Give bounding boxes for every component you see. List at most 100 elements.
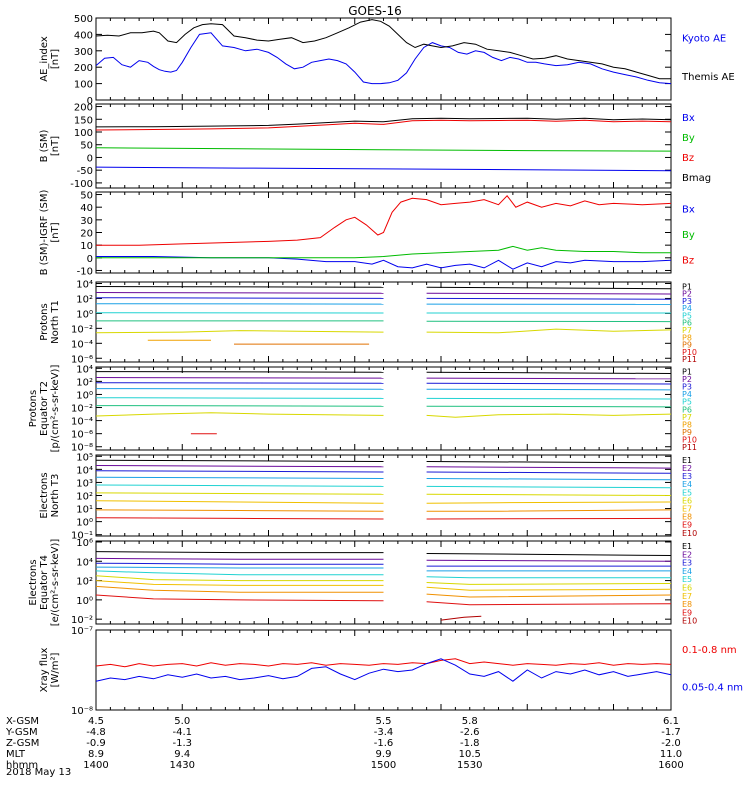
legend-0.1-0.8 nm: 0.1-0.8 nm [682,645,737,656]
series-Themis AE [96,19,671,80]
y-tick-label: -100 [70,179,93,190]
legend-E4: E4 [682,567,692,576]
legend-E7: E7 [682,592,692,601]
series-Bx [96,256,671,270]
series-E8 [426,593,671,598]
y-axis-label: Equator T4 [39,555,50,610]
legend-E9: E9 [682,521,692,530]
legend-0.05-0.4 nm: 0.05-0.4 nm [682,683,743,694]
x-tick-value: -3.4 [374,727,394,738]
series-P7 [96,330,384,334]
panel-data [96,459,671,520]
y-tick-label: -50 [77,166,93,177]
legend-P2: P2 [682,375,692,384]
series-P2 [426,377,671,380]
y-axis-label: B (SM) [39,129,50,162]
series-E7 [426,586,671,591]
x-tick-value: 9.4 [174,749,190,760]
legend-P9: P9 [682,341,692,350]
x-tick-value: 1430 [170,760,195,771]
x-tick-value: 5.5 [376,716,392,727]
legend-Themis AE: Themis AE [681,72,735,83]
panel-data [96,551,671,621]
series-E9 [426,517,671,520]
series-E5 [426,576,671,579]
x-tick-value: -0.9 [86,738,106,749]
series-Kyoto AE [96,32,671,85]
x-tick-value: -4.1 [172,727,192,738]
legend-Bz: Bz [682,153,694,164]
y-tick-label: 150 [74,115,93,126]
series-E4 [96,476,384,479]
panel-ae: 0 100 200 300 400 500 AE_index [nT] Kyoto AE Them… [39,14,735,107]
legend-P1: P1 [682,282,692,291]
y-tick-label: -10 [77,266,93,277]
y-tick-label: 10⁰ [76,390,93,401]
series-P1 [426,371,671,374]
legend-P10: P10 [682,435,697,444]
series-Bx [96,166,671,172]
series-E3 [426,471,671,474]
legend-E10: E10 [682,529,697,538]
y-axis-label: North T3 [50,474,61,518]
series-E2 [426,559,671,562]
panel-data [96,658,671,682]
legend-P6: P6 [682,405,692,414]
legend-E3: E3 [682,559,692,568]
series-P6 [96,405,384,407]
y-tick-label: 10⁴ [76,557,93,568]
series-P7 [426,328,671,334]
y-tick-label: 10⁻² [71,324,93,335]
series-E1 [426,461,671,464]
legend-Kyoto AE: Kyoto AE [682,34,726,45]
series-E9 [426,601,671,606]
y-axis-label: [nT] [50,222,61,242]
series-0.1-0.8 nm [96,658,671,668]
y-axis-label: [nT] [50,136,61,156]
y-tick-label: 10⁻⁶ [71,430,93,441]
panel-data [96,19,671,85]
series-P6 [426,405,671,408]
y-tick-label: 10⁻² [71,404,93,415]
x-tick-value: -1.7 [661,727,681,738]
legend-E6: E6 [682,583,692,592]
y-tick-label: 0 [87,96,93,107]
y-tick-label: 10⁻⁴ [71,417,93,428]
series-E8 [96,585,384,593]
x-tick-value: -2.6 [460,727,480,738]
y-axis-label: Protons [28,390,39,427]
y-tick-label: 40 [80,203,93,214]
y-tick-label: 10² [76,294,93,305]
y-tick-label: 10⁰ [76,309,93,320]
y-tick-label: 300 [74,47,93,58]
series-P1 [96,371,384,373]
legend-E1: E1 [682,542,692,551]
series-E2 [96,557,384,560]
series-E5 [96,484,384,487]
panel-data [96,371,671,435]
y-tick-label: 10³ [76,478,93,489]
series-P2 [96,377,384,379]
series-P3 [426,382,671,385]
legend-E7: E7 [682,504,692,513]
panel-frame [95,103,672,189]
y-tick-label: 10² [76,377,93,388]
series-E6 [96,575,384,582]
x-tick-value: 6.1 [663,716,679,727]
plot-title: GOES-16 [348,4,402,18]
series-E2 [96,465,384,468]
x-tick-value: -1.6 [374,738,394,749]
x-tick-value: 5.8 [462,716,478,727]
panel-data [96,195,671,270]
y-axis-label: [W/m²] [50,652,61,687]
x-tick-value: 9.9 [376,749,392,760]
legend-E5: E5 [682,488,692,497]
legend-P1: P1 [682,368,692,377]
series-E8 [96,509,384,512]
y-tick-label: 10⁻⁴ [71,339,93,350]
series-P3 [96,382,384,384]
y-tick-label: 10⁻⁷ [71,626,93,637]
series-E7 [96,500,384,504]
y-tick-label: 200 [74,63,93,74]
